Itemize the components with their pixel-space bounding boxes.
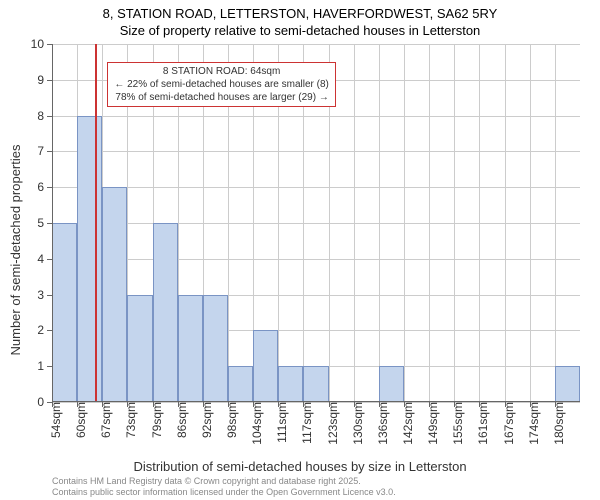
grid-line-v [505,44,506,402]
x-axis-line [52,401,580,402]
y-tick-label: 5 [37,216,52,230]
highlight-line [95,44,97,402]
y-tick-label: 6 [37,180,52,194]
histogram-bar [77,116,102,402]
grid-line-h [52,44,580,45]
plot-area: 01234567891054sqm60sqm67sqm73sqm79sqm86s… [52,44,580,402]
y-axis-line [52,44,53,402]
grid-line-v [429,44,430,402]
x-tick-label: 60sqm [66,402,88,438]
histogram-bar [203,295,228,402]
grid-line-h [52,259,580,260]
y-axis-label: Number of semi-detached properties [8,145,23,356]
y-tick-label: 1 [37,359,52,373]
histogram-bar [153,223,178,402]
grid-line-h [52,151,580,152]
x-tick-label: 98sqm [217,402,239,438]
grid-line-v [454,44,455,402]
histogram-bar [555,366,580,402]
x-tick-label: 167sqm [494,402,516,445]
grid-line-v [354,44,355,402]
title-block: 8, STATION ROAD, LETTERSTON, HAVERFORDWE… [0,0,600,40]
x-tick-label: 149sqm [418,402,440,445]
annotation-line3: 78% of semi-detached houses are larger (… [114,91,329,104]
grid-line-h [52,116,580,117]
y-tick-label: 7 [37,144,52,158]
x-tick-label: 161sqm [468,402,490,445]
footer-line2: Contains public sector information licen… [52,487,396,498]
histogram-bar [102,187,127,402]
histogram-bar [278,366,303,402]
x-tick-label: 54sqm [41,402,63,438]
x-tick-label: 104sqm [242,402,264,445]
histogram-bar [379,366,404,402]
x-tick-label: 123sqm [318,402,340,445]
x-tick-label: 92sqm [192,402,214,438]
histogram-bar [127,295,152,402]
x-tick-label: 111sqm [267,402,289,443]
x-tick-label: 86sqm [167,402,189,438]
annotation-line2: ← 22% of semi-detached houses are smalle… [114,78,329,91]
x-tick-label: 67sqm [91,402,113,438]
y-tick-label: 8 [37,109,52,123]
x-tick-label: 142sqm [393,402,415,445]
histogram-bar [253,330,278,402]
footer-line1: Contains HM Land Registry data © Crown c… [52,476,396,487]
annotation-line1: 8 STATION ROAD: 64sqm [114,65,329,78]
x-tick-label: 155sqm [443,402,465,445]
grid-line-h [52,223,580,224]
histogram-bar [178,295,203,402]
x-tick-label: 174sqm [519,402,541,445]
x-tick-label: 79sqm [142,402,164,438]
grid-line-v [555,44,556,402]
y-tick-label: 10 [31,37,52,51]
grid-line-h [52,187,580,188]
x-tick-label: 180sqm [544,402,566,445]
grid-line-v [530,44,531,402]
title-line2: Size of property relative to semi-detach… [0,23,600,40]
y-tick-label: 3 [37,288,52,302]
y-tick-label: 9 [37,73,52,87]
histogram-bar [303,366,328,402]
grid-line-v [379,44,380,402]
y-tick-label: 2 [37,323,52,337]
x-tick-label: 136sqm [368,402,390,445]
footer-attribution: Contains HM Land Registry data © Crown c… [52,476,396,498]
annotation-box: 8 STATION ROAD: 64sqm← 22% of semi-detac… [107,62,336,107]
x-axis-label: Distribution of semi-detached houses by … [0,459,600,474]
histogram-bar [52,223,77,402]
x-tick-label: 73sqm [116,402,138,438]
x-tick-label: 117sqm [292,402,314,444]
title-line1: 8, STATION ROAD, LETTERSTON, HAVERFORDWE… [0,6,600,23]
grid-line-v [479,44,480,402]
x-tick-label: 130sqm [343,402,365,445]
grid-line-v [404,44,405,402]
chart-container: 8, STATION ROAD, LETTERSTON, HAVERFORDWE… [0,0,600,500]
histogram-bar [228,366,253,402]
y-tick-label: 4 [37,252,52,266]
